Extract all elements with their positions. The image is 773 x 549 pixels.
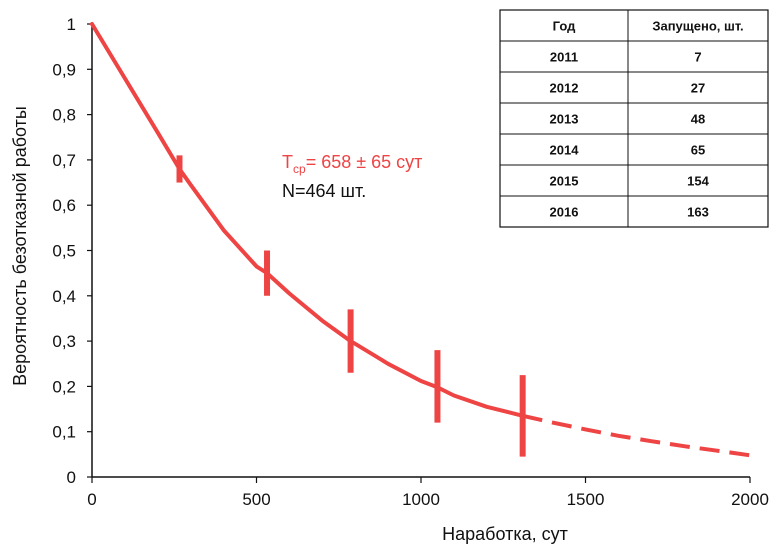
table-cell: 2015: [550, 174, 579, 189]
survival-curve-line: [90, 22, 525, 418]
table-header-cell: Запущено, шт.: [652, 19, 743, 34]
table-border: [499, 9, 769, 228]
x-tick-label: 1000: [402, 490, 440, 509]
mean-time-annotation: Tср= 658 ± 65 сут: [282, 152, 422, 176]
sample-size-label: N=464 шт.: [282, 181, 366, 201]
table-cell: 27: [691, 81, 705, 96]
x-axis-ticks: 0 500 1000 1500 2000: [87, 477, 769, 509]
y-tick-label: 0,2: [52, 377, 76, 396]
table-header-cell: Год: [553, 19, 576, 34]
survival-curve-extrapolation-line: [522, 413, 751, 458]
x-tick-label: 1500: [567, 490, 605, 509]
table-cell: 163: [687, 205, 709, 220]
table-cell: 7: [694, 50, 701, 65]
table-cell: 154: [687, 174, 709, 189]
table-cell: 2014: [550, 143, 580, 158]
y-tick-label: 0,7: [52, 151, 76, 170]
table-cell: 2013: [550, 112, 579, 127]
y-tick-label: 0,3: [52, 332, 76, 351]
table-cell: 2012: [550, 81, 579, 96]
table-cell: 2016: [550, 205, 579, 220]
y-axis-ticks: 0 0,1 0,2 0,3 0,4 0,5 0,6 0,7 0,8 0,9 1: [52, 15, 92, 487]
mean-time-symbol: T: [282, 152, 293, 172]
y-tick-label: 0,4: [52, 287, 76, 306]
y-tick-label: 0: [67, 468, 76, 487]
y-tick-label: 0,8: [52, 106, 76, 125]
y-tick-label: 0,1: [52, 423, 76, 442]
y-tick-label: 0,9: [52, 60, 76, 79]
y-tick-label: 0,5: [52, 242, 76, 261]
launch-table: Год Запущено, шт. 2011 7 2012 27 2013 48 2014 65 2…: [499, 9, 769, 228]
table-cell: 2011: [550, 50, 578, 65]
x-tick-label: 500: [242, 490, 270, 509]
table-cell: 65: [691, 143, 705, 158]
y-tick-label: 1: [67, 15, 76, 34]
y-axis-title: Вероятность безотказной работы: [10, 106, 30, 386]
x-tick-label: 0: [87, 490, 96, 509]
x-tick-label: 2000: [731, 490, 769, 509]
y-tick-label: 0,6: [52, 196, 76, 215]
mean-time-label: Tср= 658 ± 65 сут: [282, 152, 422, 176]
error-bars: [176, 155, 526, 457]
mean-time-subscript: ср: [293, 162, 306, 176]
mean-time-value: = 658 ± 65 сут: [306, 152, 423, 172]
x-axis-title: Наработка, сут: [442, 524, 568, 544]
table-cell: 48: [691, 112, 705, 127]
